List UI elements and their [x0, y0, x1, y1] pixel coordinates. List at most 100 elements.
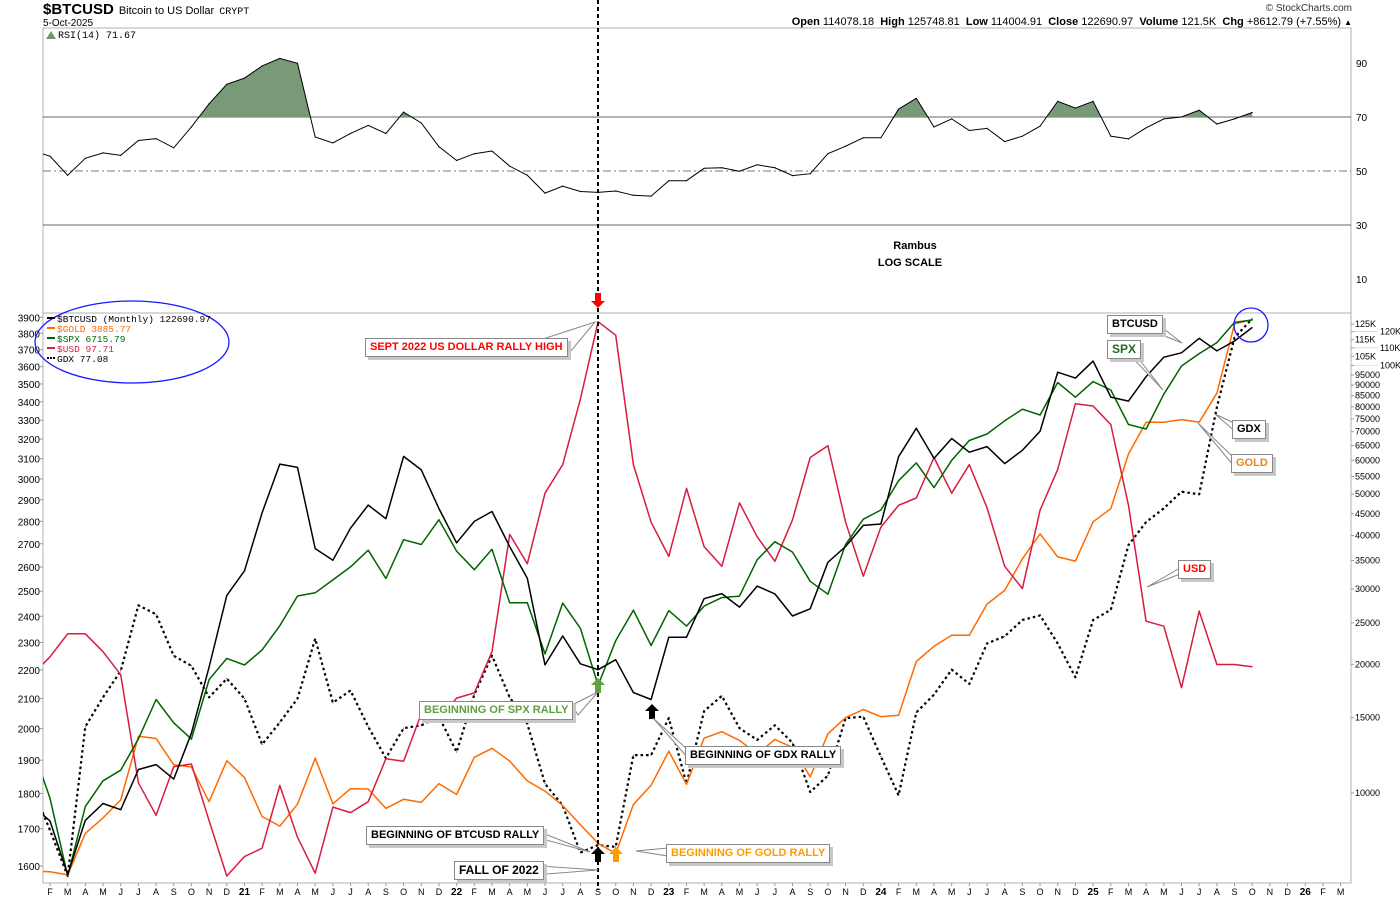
point-spx: [1110, 389, 1112, 391]
rsi-point: [1021, 135, 1023, 137]
point-gdx: [261, 743, 263, 745]
rsi-point: [880, 137, 882, 139]
rsi-point: [650, 195, 652, 197]
point-usd: [915, 497, 917, 499]
x-tick-label: 25: [1088, 887, 1100, 898]
point-gdx: [243, 698, 245, 700]
scale-note: LOG SCALE: [877, 257, 943, 269]
point-gold: [898, 714, 900, 716]
right-tick-label: 25000: [1355, 618, 1380, 628]
point-btcusd: [774, 593, 776, 595]
x-tick-label: S: [1232, 887, 1238, 897]
x-tick-label: J: [755, 887, 760, 897]
point-gold: [880, 716, 882, 718]
rsi-point: [1092, 100, 1094, 102]
rsi-point: [509, 165, 511, 167]
series-line-gold: [43, 318, 1253, 876]
point-btcusd: [898, 456, 900, 458]
point-spx: [208, 679, 210, 681]
x-tick-label: S: [171, 887, 177, 897]
rsi-point: [473, 153, 475, 155]
right-tick-label: 105K: [1355, 351, 1376, 361]
rsi-point: [1110, 135, 1112, 137]
point-btcusd: [155, 764, 157, 766]
point-gdx: [509, 696, 511, 698]
x-tick-label: D: [224, 887, 231, 897]
ohlc-readout: Open 114078.18 High 125748.81 Low 114004…: [792, 16, 1352, 28]
point-spx: [1057, 382, 1059, 384]
x-tick-label: A: [507, 887, 513, 897]
point-usd: [332, 806, 334, 808]
point-gdx: [1181, 491, 1182, 493]
x-tick-label: S: [595, 887, 601, 897]
point-usd: [1110, 424, 1112, 426]
point-btcusd: [438, 507, 440, 509]
x-tick-label: M: [1160, 887, 1168, 897]
point-gold: [173, 764, 175, 766]
point-gdx: [650, 754, 652, 756]
x-tick-label: F: [1320, 887, 1326, 897]
right-tick-label: 110K: [1380, 343, 1400, 353]
point-usd: [809, 457, 811, 459]
x-tick-label: M: [948, 887, 956, 897]
point-spx: [420, 544, 422, 546]
point-gdx: [544, 783, 546, 785]
x-tick-label: O: [400, 887, 407, 897]
x-tick-label: F: [684, 887, 690, 897]
point-btcusd: [756, 585, 758, 587]
point-gdx: [173, 655, 175, 657]
point-usd: [650, 521, 652, 523]
point-btcusd: [880, 523, 882, 525]
chart-date: 5-Oct-2025: [43, 18, 94, 29]
point-gdx: [84, 726, 86, 728]
point-spx: [120, 769, 122, 771]
chg-value: +8612.79 (+7.55%): [1246, 16, 1342, 28]
point-gold: [367, 788, 369, 790]
point-spx: [650, 645, 652, 647]
point-btcusd: [261, 512, 263, 514]
point-usd: [880, 526, 882, 528]
rsi-line: [43, 57, 1253, 197]
axes: 90 70 50 30 10 1600 1700 1800 1900 2000 2100 2200 23…: [18, 59, 1400, 898]
rsi-point: [491, 150, 493, 152]
point-gold: [739, 739, 740, 741]
point-btcusd: [1216, 350, 1218, 352]
x-tick-label: 21: [239, 887, 251, 898]
rsi-point: [703, 167, 705, 169]
point-gdx: [668, 717, 670, 719]
callout-btcusd-rally: BEGINNING OF BTCUSD RALLY: [366, 826, 545, 845]
point-gold: [685, 783, 687, 785]
point-btcusd: [1074, 377, 1076, 379]
point-usd: [703, 546, 705, 548]
point-usd: [102, 651, 104, 653]
left-tick-label: 2900: [18, 496, 41, 507]
copyright: © StockCharts.com: [1265, 3, 1352, 14]
point-usd: [190, 763, 192, 765]
point-spx: [579, 627, 581, 629]
x-tick-label: M: [913, 887, 921, 897]
right-tick-label: 55000: [1355, 471, 1380, 481]
point-usd: [350, 812, 352, 814]
point-gdx: [350, 690, 352, 692]
point-btcusd: [632, 692, 634, 694]
point-spx: [1181, 365, 1182, 367]
point-usd: [632, 464, 634, 466]
rsi-point: [844, 145, 847, 147]
x-tick-label: N: [206, 887, 213, 897]
point-usd: [314, 872, 316, 874]
rsi-point: [968, 129, 970, 132]
right-tick-label: 60000: [1355, 455, 1380, 465]
point-gdx: [32, 786, 33, 787]
point-gold: [1004, 589, 1006, 591]
rsi-point: [137, 139, 139, 142]
rsi-point: [84, 157, 86, 159]
symbol: $BTCUSD: [43, 1, 114, 18]
point-gdx: [297, 698, 298, 700]
point-gold: [579, 824, 581, 826]
point-usd: [1127, 504, 1129, 506]
point-gdx: [473, 694, 475, 696]
left-tick-label: 3900: [18, 313, 41, 324]
point-gdx: [721, 695, 723, 697]
callout-pointer: [571, 691, 599, 716]
point-btcusd: [1039, 430, 1041, 432]
